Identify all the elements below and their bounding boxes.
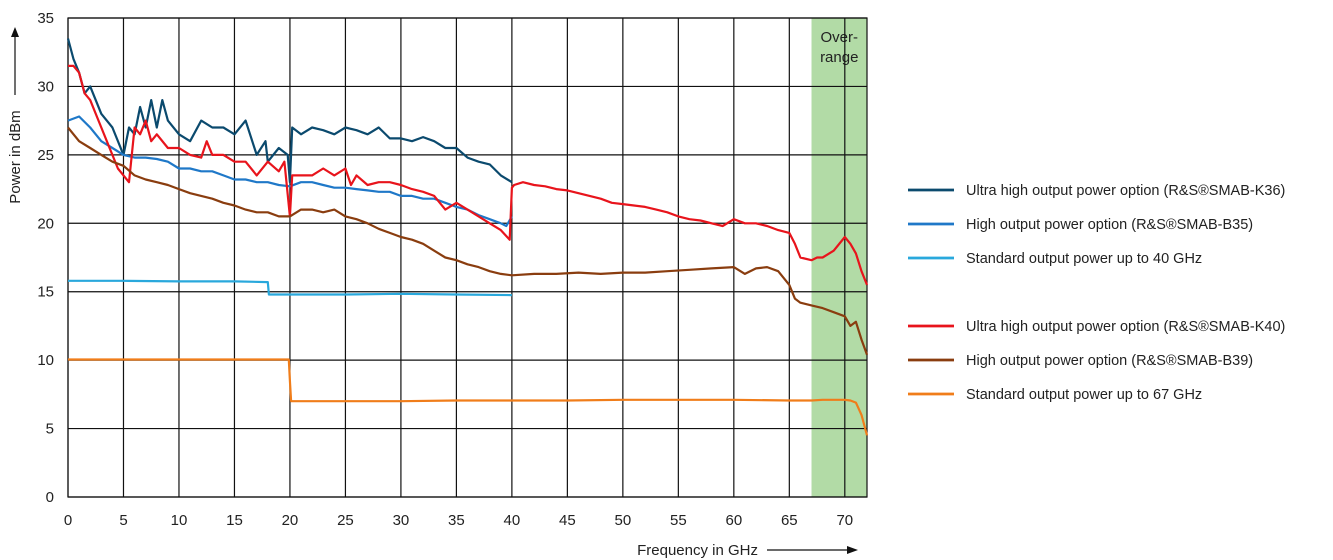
x-tick-label: 60 bbox=[725, 512, 742, 529]
overrange-label: Over- bbox=[821, 29, 859, 46]
series-line-3 bbox=[68, 279, 512, 297]
series-line-6 bbox=[68, 358, 869, 436]
x-axis-title: Frequency in GHz bbox=[637, 542, 758, 559]
y-tick-label: 0 bbox=[46, 489, 54, 506]
x-tick-label: 0 bbox=[64, 512, 72, 529]
legend-label-4: Ultra high output power option (R&S®SMAB… bbox=[966, 319, 1285, 335]
y-tick-label: 10 bbox=[37, 352, 54, 369]
x-tick-label: 55 bbox=[670, 512, 687, 529]
series-line-4 bbox=[68, 64, 869, 286]
y-tick-label: 5 bbox=[46, 421, 54, 438]
x-tick-label: 10 bbox=[171, 512, 188, 529]
series-line-5 bbox=[67, 126, 869, 356]
series-lines bbox=[66, 38, 869, 436]
legend: Ultra high output power option (R&S®SMAB… bbox=[908, 183, 1285, 403]
x-tick-label: 15 bbox=[226, 512, 243, 529]
series-line-2 bbox=[67, 115, 513, 228]
axes: 0 5 10 15 20 25 30 35 40 45 50 55 60 65 70 0 5 10 15 20 25 30… bbox=[11, 10, 858, 554]
grid bbox=[67, 17, 868, 498]
legend-label-6: Standard output power up to 67 GHz bbox=[966, 387, 1202, 403]
plot-frame bbox=[67, 17, 868, 498]
y-tick-label: 30 bbox=[37, 78, 54, 95]
x-tick-label: 65 bbox=[781, 512, 798, 529]
y-tick-label: 25 bbox=[37, 147, 54, 164]
y-tick-label: 35 bbox=[37, 10, 54, 27]
x-tick-label: 45 bbox=[559, 512, 576, 529]
x-tick-label: 5 bbox=[119, 512, 127, 529]
x-tick-label: 30 bbox=[393, 512, 410, 529]
x-tick-label: 40 bbox=[504, 512, 521, 529]
y-tick-label: 15 bbox=[37, 284, 54, 301]
x-tick-label: 70 bbox=[836, 512, 853, 529]
legend-label-2: High output power option (R&S®SMAB-B35) bbox=[966, 217, 1253, 233]
x-tick-label: 25 bbox=[337, 512, 354, 529]
overrange-label: range bbox=[820, 49, 858, 66]
legend-label-1: Ultra high output power option (R&S®SMAB… bbox=[966, 183, 1285, 199]
series-line-1 bbox=[66, 38, 513, 184]
y-axis-arrow-head bbox=[11, 27, 19, 37]
y-axis-title: Power in dBm bbox=[7, 110, 24, 203]
x-tick-label: 35 bbox=[448, 512, 465, 529]
x-tick-label: 20 bbox=[282, 512, 299, 529]
x-axis-arrow-head bbox=[847, 546, 858, 554]
legend-label-3: Standard output power up to 40 GHz bbox=[966, 251, 1202, 267]
x-tick-label: 50 bbox=[615, 512, 632, 529]
y-tick-label: 20 bbox=[37, 215, 54, 232]
legend-label-5: High output power option (R&S®SMAB-B39) bbox=[966, 353, 1253, 369]
